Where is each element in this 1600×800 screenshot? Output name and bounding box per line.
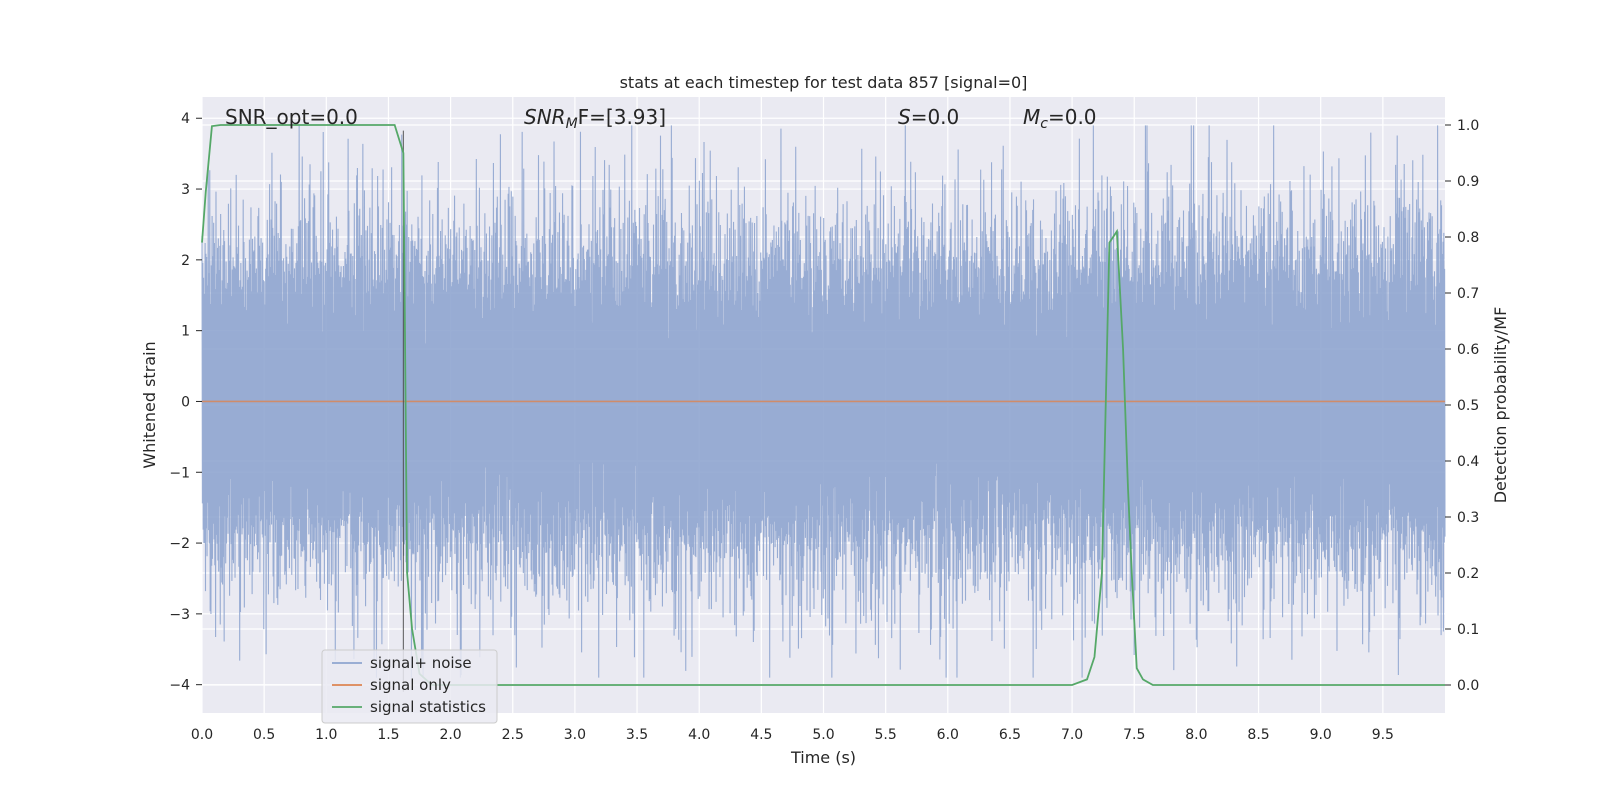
series-signal-noise	[201, 125, 1446, 678]
x-tick-label: 6.0	[937, 727, 959, 743]
annotation-snr-mf: SNRMF=[3.93]	[524, 105, 666, 132]
x-tick-label: 4.5	[750, 727, 772, 743]
legend: signal+ noise signal only signal statist…	[321, 649, 498, 724]
x-tick-label: 4.0	[688, 727, 710, 743]
x-tick-label: 1.0	[315, 727, 337, 743]
x-tick-label: 8.0	[1185, 727, 1207, 743]
y-tick-label: 4	[181, 111, 190, 127]
annotation-snr-mf-sub: M	[566, 116, 578, 132]
y-tick-label: 3	[181, 182, 190, 198]
x-tick-label: 0.0	[191, 727, 213, 743]
series-signal-statistics	[201, 124, 1445, 686]
y2-tick-label: 0.9	[1457, 174, 1479, 190]
x-axis-label: Time (s)	[790, 748, 856, 767]
y2-tick-label: 0.7	[1457, 286, 1479, 302]
y-tick-label: −2	[169, 536, 190, 552]
x-tick-label: 5.5	[875, 727, 897, 743]
x-tick-label: 3.0	[564, 727, 586, 743]
legend-label-signal-noise: signal+ noise	[370, 654, 472, 672]
x-tick-label: 5.0	[812, 727, 834, 743]
y2-tick-label: 0.8	[1457, 230, 1479, 246]
chart-title: stats at each timestep for test data 857…	[620, 73, 1028, 92]
x-tick-label: 6.5	[999, 727, 1021, 743]
y-tick-label: −4	[169, 678, 190, 694]
x-tick-label: 1.5	[377, 727, 399, 743]
y2-tick-label: 0.5	[1457, 398, 1479, 414]
y2-tick-label: 0.3	[1457, 510, 1479, 526]
annotation-mc-main: M	[1023, 105, 1040, 129]
y2-tick-label: 0.1	[1457, 622, 1479, 638]
y2-axis-label: Detection probability/MF	[1491, 307, 1510, 504]
y2-tick-label: 0.6	[1457, 342, 1479, 358]
y2-tick-label: 0.4	[1457, 454, 1479, 470]
legend-label-signal-statistics: signal statistics	[370, 698, 486, 716]
y2-axis-ticks: 1.0 0.9 0.8 0.7 0.6 0.5 0.4 0.3 0.2 0.1 0.0	[1445, 118, 1479, 694]
y2-tick-label: 1.0	[1457, 118, 1479, 134]
x-tick-label: 9.5	[1372, 727, 1394, 743]
annotation-snr-mf-main: SNR	[524, 105, 566, 129]
y-tick-label: 0	[181, 394, 190, 410]
x-tick-label: 2.5	[502, 727, 524, 743]
y2-tick-label: 0.2	[1457, 566, 1479, 582]
x-tick-label: 3.5	[626, 727, 648, 743]
x-axis-ticks: 0.0 0.5 1.0 1.5 2.0 2.5 3.0 3.5 4.0 4.5 5.0 5.5 6.0 6…	[191, 727, 1394, 743]
y-axis-ticks: 4 3 2 1 0 −1 −2 −3 −4	[169, 111, 202, 694]
x-tick-label: 8.5	[1247, 727, 1269, 743]
annotation-s-tail: =0.0	[911, 105, 960, 129]
legend-box	[321, 649, 498, 724]
x-tick-label: 7.0	[1061, 727, 1083, 743]
y-axis-label: Whitened strain	[140, 341, 159, 468]
annotation-mc: Mc=0.0	[1023, 105, 1097, 132]
series-signal-noise-trace	[201, 125, 1446, 678]
x-tick-label: 2.0	[439, 727, 461, 743]
y-tick-label: 2	[181, 253, 190, 269]
annotation-s-main: S	[898, 105, 911, 129]
legend-label-signal-only: signal only	[370, 676, 451, 694]
annotation-snr-opt: SNR_opt=0.0	[225, 105, 358, 129]
annotation-s: S=0.0	[898, 105, 959, 129]
y-tick-label: −1	[169, 465, 190, 481]
annotation-snr-mf-tail: F=[3.93]	[578, 105, 666, 129]
y2-tick-label: 0.0	[1457, 678, 1479, 694]
y-tick-label: −3	[169, 607, 190, 623]
x-tick-label: 0.5	[253, 727, 275, 743]
y-tick-label: 1	[181, 324, 190, 340]
x-tick-label: 7.5	[1123, 727, 1145, 743]
annotation-mc-sub: c	[1040, 116, 1048, 132]
x-tick-label: 9.0	[1310, 727, 1332, 743]
annotation-mc-tail: =0.0	[1048, 105, 1097, 129]
